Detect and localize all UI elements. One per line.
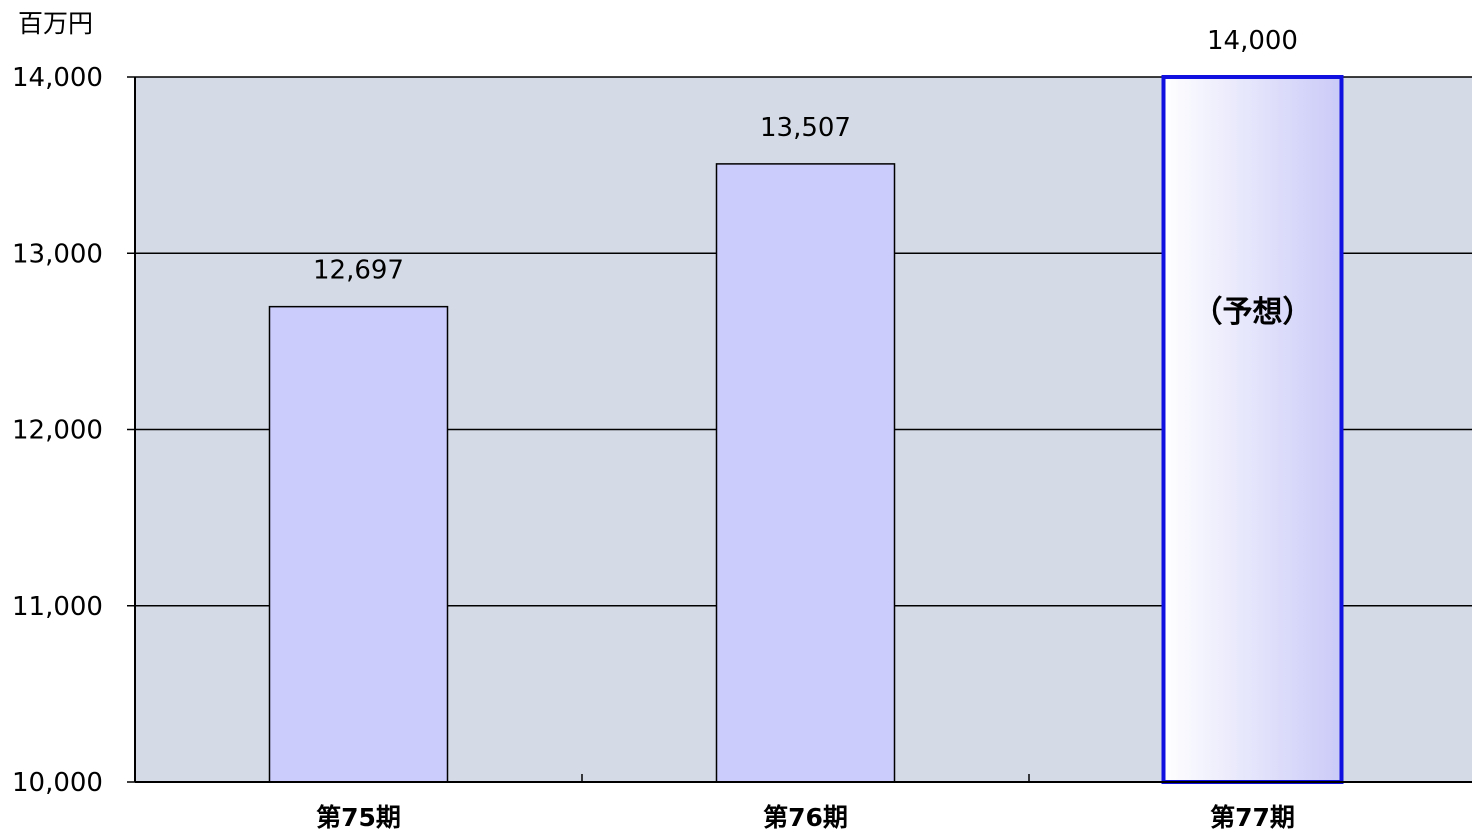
bar	[268, 305, 449, 783]
x-category-label: 第75期	[316, 803, 401, 832]
labels: 10,000 11,000 12,000 13,000 14,000 12,697 第75期…	[12, 26, 1313, 832]
y-tick-label: 11,000	[12, 592, 103, 622]
y-tick-label: 13,000	[12, 239, 103, 269]
bar	[715, 163, 896, 783]
forecast-note-label: （予想）	[1193, 295, 1313, 330]
data-label: 12,697	[313, 256, 404, 286]
x-category-label: 第77期	[1210, 803, 1295, 832]
y-tick-label: 12,000	[12, 416, 103, 446]
y-tick-label: 10,000	[12, 768, 103, 798]
x-category-label: 第76期	[763, 803, 848, 832]
bars	[268, 75, 1344, 784]
bar-forecast	[1161, 75, 1344, 784]
y-axis-unit-label: 百万円	[18, 9, 93, 38]
data-label: 14,000	[1207, 26, 1298, 56]
axes	[127, 76, 1472, 783]
y-tick-label: 14,000	[12, 63, 103, 93]
data-label: 13,507	[760, 113, 851, 143]
